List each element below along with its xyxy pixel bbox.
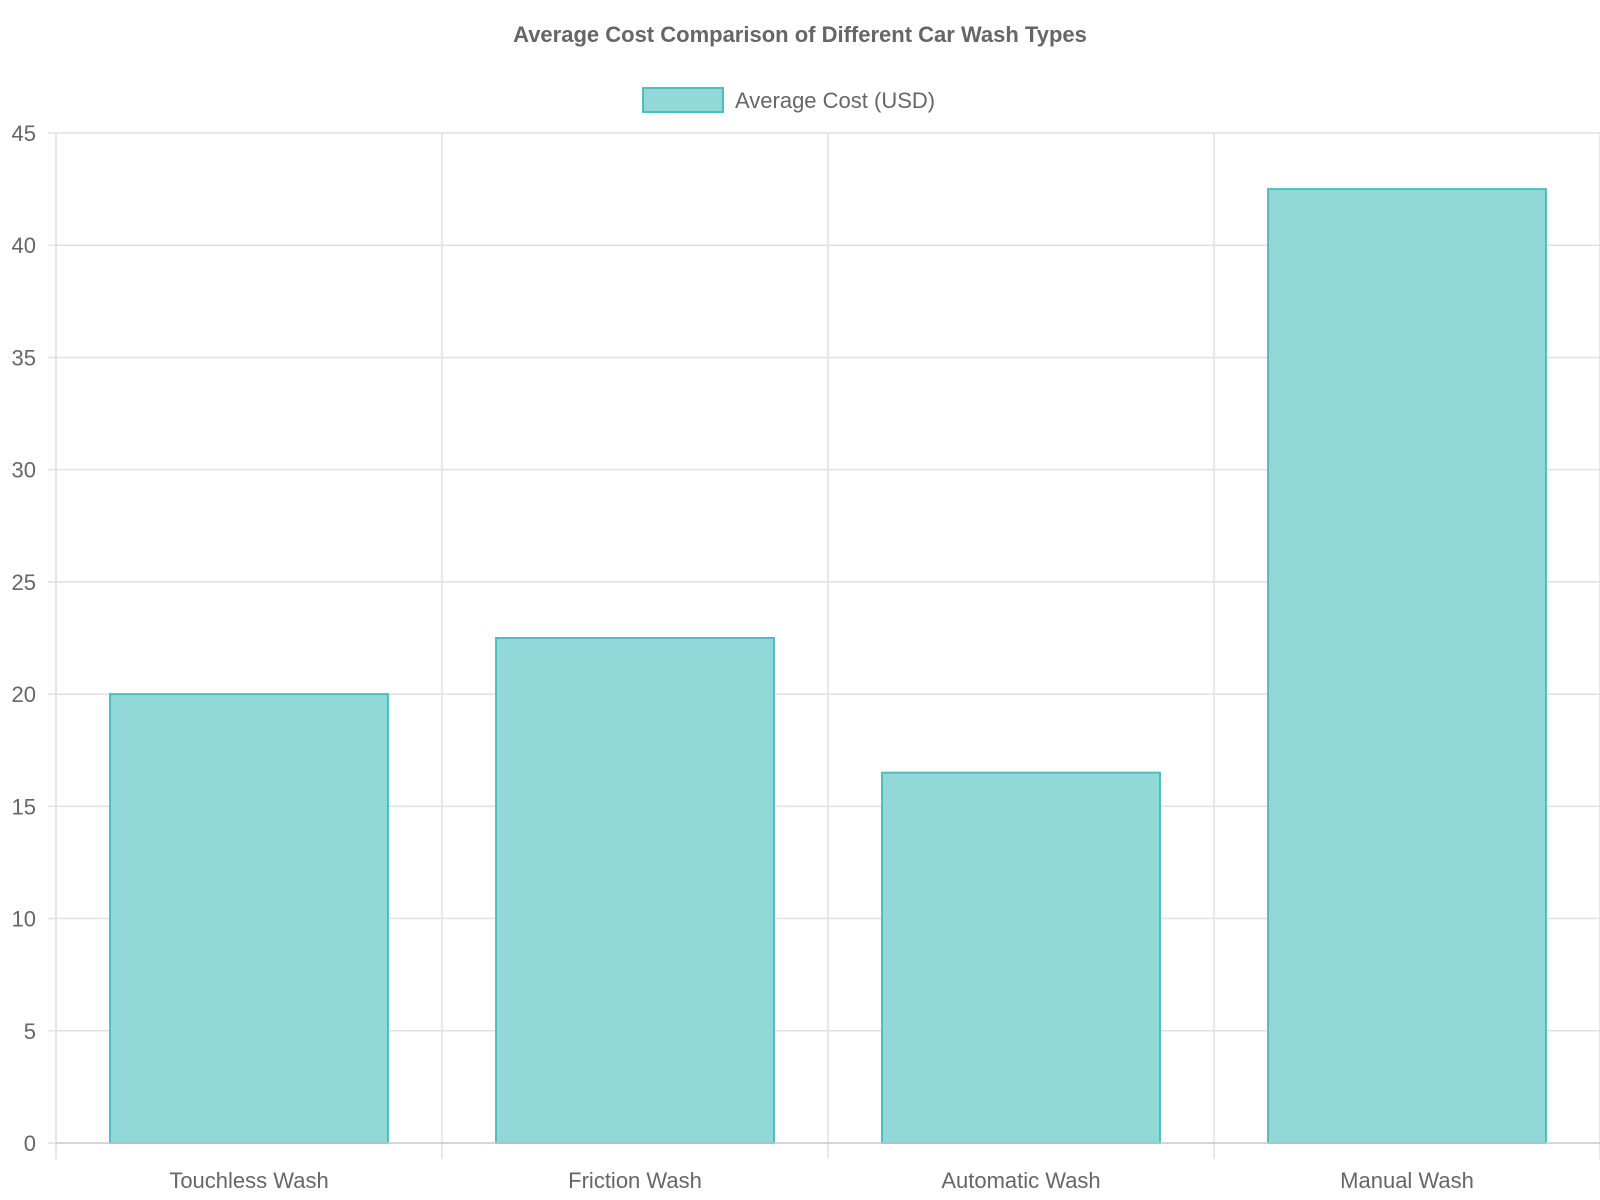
y-axis-ticks: 0 5 10 15 20 25 30 35 40 45 [12,121,56,1156]
bar-manual-wash[interactable] [1267,188,1547,1145]
bar-touchless-wash[interactable] [109,693,389,1144]
bar-automatic-wash[interactable] [881,771,1161,1145]
y-tick-label: 40 [12,233,36,258]
y-tick-label: 35 [12,345,36,370]
x-tick-label: Automatic Wash [941,1168,1100,1193]
y-tick-label: 45 [12,121,36,146]
chart-title: Average Cost Comparison of Different Car… [513,22,1087,47]
y-tick-label: 20 [12,682,36,707]
y-tick-label: 5 [24,1019,36,1044]
x-axis-ticks: Touchless Wash Friction Wash Automatic Was… [169,1168,1474,1193]
axes [55,133,1600,1144]
bars [109,188,1547,1145]
y-tick-label: 10 [12,907,36,932]
x-tick-label: Friction Wash [568,1168,702,1193]
x-tick-label: Manual Wash [1340,1168,1474,1193]
bar-friction-wash[interactable] [495,637,775,1144]
y-tick-label: 25 [12,570,36,595]
legend-label: Average Cost (USD) [735,88,935,113]
y-tick-label: 30 [12,458,36,483]
y-tick-label: 15 [12,794,36,819]
y-tick-label: 0 [24,1131,36,1156]
x-tick-label: Touchless Wash [169,1168,328,1193]
legend[interactable]: Average Cost (USD) [642,87,935,113]
legend-swatch [642,87,724,113]
